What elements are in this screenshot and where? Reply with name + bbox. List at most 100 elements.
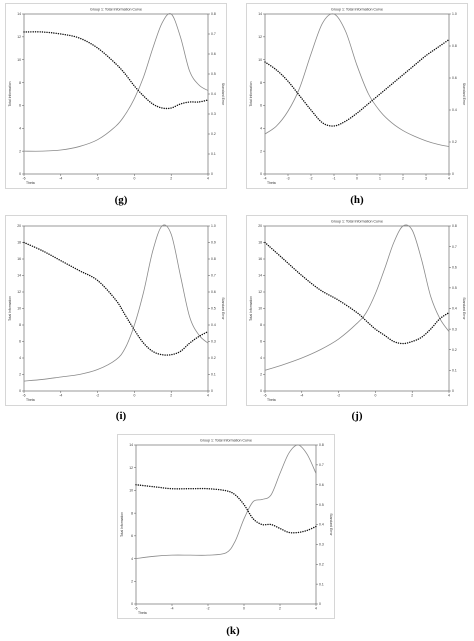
- x-tick-label: 2: [170, 394, 172, 398]
- y2-tick-label: 0.8: [319, 443, 324, 447]
- y-tick-label: 0: [260, 172, 262, 176]
- y2-tick-label: 0.6: [452, 76, 457, 80]
- y2-tick-label: 0: [319, 602, 321, 606]
- y2-tick-label: 0.6: [452, 265, 457, 269]
- y-tick-label: 20: [17, 224, 21, 228]
- y-tick-label: 8: [260, 323, 262, 327]
- y2-tick-label: 0.4: [452, 108, 457, 112]
- x-tick-label: -4: [59, 177, 62, 181]
- x-tick-label: 4: [207, 394, 209, 398]
- y-tick-label: 6: [260, 340, 262, 344]
- y-axis-label: Total Information: [120, 512, 124, 537]
- y-tick-label: 8: [131, 511, 133, 515]
- chart-title: Group 1: Total Information Curve: [200, 439, 252, 443]
- y-tick-label: 16: [17, 257, 21, 261]
- x-tick-label: -4: [300, 394, 303, 398]
- y2-tick-label: 0.3: [211, 112, 216, 116]
- y2-tick-label: 0.1: [211, 373, 216, 377]
- x-tick-label: 2: [279, 607, 281, 611]
- y2-tick-label: 0.6: [211, 52, 216, 56]
- info-curve-chart-k: Group 1: Total Information Curve -6 -4 -2 0 2…: [120, 439, 333, 616]
- total-information-curve: [23, 13, 209, 152]
- caption-h: (h): [350, 194, 364, 206]
- y2-tick-label: 0.4: [452, 307, 457, 311]
- y-tick-label: 2: [19, 373, 21, 377]
- y-tick-label: 0: [260, 389, 262, 393]
- y2-tick-label: 0.2: [211, 356, 216, 360]
- x-tick-label: 4: [207, 177, 209, 181]
- y-tick-label: 2: [19, 149, 21, 153]
- x-tick-label: 1: [379, 177, 381, 181]
- y-tick-label: 8: [260, 81, 262, 85]
- y-tick-label: 8: [19, 323, 21, 327]
- y2-tick-label: 0.8: [211, 12, 216, 16]
- y2-tick-label: 1.0: [211, 224, 216, 228]
- y2-tick-label: 0.2: [211, 132, 216, 136]
- x-tick-label: 4: [315, 607, 317, 611]
- y-axis-label: Total Information: [249, 81, 253, 106]
- y2-tick-label: 0.7: [211, 32, 216, 36]
- y-tick-label: 14: [258, 12, 262, 16]
- x-tick-label: -4: [263, 177, 266, 181]
- x-tick-label: -3: [286, 177, 289, 181]
- info-curve-chart-g: Group 1: Total Information Curve -6 -4 -2 0 2…: [8, 8, 225, 186]
- x-axis-label: Theta: [26, 398, 35, 402]
- y-tick-label: 2: [131, 579, 133, 583]
- total-information-curve: [135, 444, 317, 559]
- y-tick-label: 4: [260, 356, 262, 360]
- y-axis-label: Total Information: [8, 81, 12, 106]
- y-tick-label: 0: [19, 389, 21, 393]
- x-tick-label: 0: [374, 394, 376, 398]
- plot-frame: [264, 225, 450, 392]
- standard-error-curve: [264, 241, 450, 345]
- y2-tick-label: 0.7: [211, 274, 216, 278]
- x-tick-label: -2: [206, 607, 209, 611]
- x-axis-label: Theta: [267, 398, 276, 402]
- y2-tick-label: 0: [452, 389, 454, 393]
- chart-panel-j: Group 1: Total Information Curve -6 -4 -2 0 2…: [246, 215, 468, 406]
- x-tick-label: 2: [170, 177, 172, 181]
- x-tick-label: -1: [332, 177, 335, 181]
- y-tick-label: 2: [260, 373, 262, 377]
- x-tick-label: 0: [133, 177, 135, 181]
- y2-tick-label: 0: [211, 389, 213, 393]
- x-tick-label: -2: [96, 177, 99, 181]
- chart-panel-g: Group 1: Total Information Curve -6 -4 -2 0 2…: [5, 3, 227, 189]
- y2-tick-label: 0.3: [211, 340, 216, 344]
- y-tick-label: 10: [17, 58, 21, 62]
- chart-title: Group 1: Total Information Curve: [331, 8, 383, 12]
- x-tick-label: -2: [337, 394, 340, 398]
- x-tick-label: -2: [309, 177, 312, 181]
- plot-frame: [135, 444, 317, 605]
- x-tick-label: 2: [402, 177, 404, 181]
- y-tick-label: 16: [258, 257, 262, 261]
- y2-tick-label: 0.2: [452, 140, 457, 144]
- y2-tick-label: 0.8: [452, 224, 457, 228]
- y2-tick-label: 0.4: [211, 323, 216, 327]
- y-tick-label: 10: [17, 307, 21, 311]
- plot-frame: [264, 13, 450, 175]
- y2-tick-label: 0.2: [452, 348, 457, 352]
- y2-tick-label: 0.1: [452, 369, 457, 373]
- chart-panel-h: Group 1: Total Information Curve -4 -3 -2 -1…: [246, 3, 468, 189]
- y-tick-label: 20: [258, 224, 262, 228]
- info-curve-chart-h: Group 1: Total Information Curve -4 -3 -2 -1…: [249, 8, 466, 186]
- y-axis-label: Total Information: [8, 296, 12, 321]
- y2-axis-label: Standard Error: [221, 297, 225, 320]
- y2-tick-label: 0.5: [211, 307, 216, 311]
- y-tick-label: 0: [19, 172, 21, 176]
- y-tick-label: 2: [260, 149, 262, 153]
- total-information-curve: [264, 13, 450, 147]
- x-tick-label: -6: [134, 607, 137, 611]
- caption-j: (j): [351, 410, 363, 422]
- y2-tick-label: 0.5: [211, 72, 216, 76]
- y-tick-label: 12: [17, 290, 21, 294]
- x-tick-label: 4: [448, 177, 450, 181]
- x-tick-label: 2: [411, 394, 413, 398]
- standard-error-curve: [23, 241, 209, 356]
- y2-tick-label: 0: [211, 172, 213, 176]
- chart-panel-i: -6 -4 -2 0 2 4 Theta 0 2 4 6 8 10 12 14 16 18 20 Total Inf…: [5, 215, 227, 406]
- y-tick-label: 10: [258, 307, 262, 311]
- y-axis-label: Total Information: [249, 296, 253, 321]
- y2-tick-label: 0.1: [319, 582, 324, 586]
